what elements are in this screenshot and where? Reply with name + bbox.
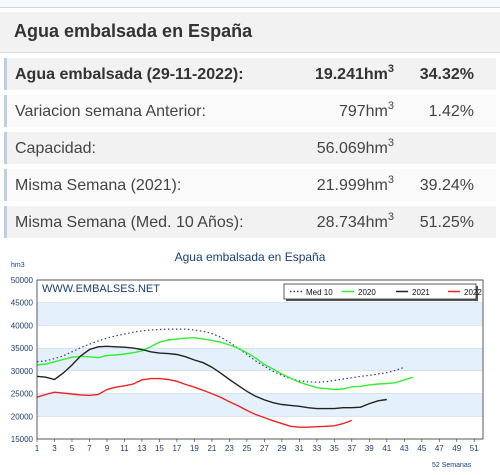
stat-row-capacity: Capacidad: 56.069hm3 xyxy=(4,132,496,164)
x-tick-label: 29 xyxy=(277,444,286,453)
stat-label: Capacidad: xyxy=(15,140,96,157)
series-line-2022 xyxy=(36,377,353,428)
x-tick-label: 37 xyxy=(347,444,356,453)
y-tick-label: 30000 xyxy=(11,367,34,376)
x-tick-label: 27 xyxy=(260,444,269,453)
x-tick-label: 41 xyxy=(382,444,391,453)
x-tick-label: 35 xyxy=(330,444,339,453)
stat-value: 19.241hm3 xyxy=(314,63,394,84)
grid-band xyxy=(37,348,483,371)
series-line-2020 xyxy=(36,336,414,391)
stats-table: Agua embalsada (29-11-2022): 19.241hm3 3… xyxy=(4,58,496,243)
stat-value: 21.999hm3 xyxy=(316,174,394,195)
grid-band xyxy=(37,370,483,394)
y-tick-label: 15000 xyxy=(11,435,34,444)
stat-label: Agua embalsada (29-11-2022): xyxy=(15,66,244,83)
x-tick-label: 51 xyxy=(470,444,479,453)
stat-percent: 39.24% xyxy=(419,177,474,194)
legend-box xyxy=(283,283,477,300)
x-tick-label: 21 xyxy=(207,444,216,453)
plot-area: 15000 20000 25000 30000 35000 40000 45000 50000… xyxy=(11,276,484,453)
reservoir-chart: Agua embalsada en España hm3 15000 20000 2… xyxy=(0,246,500,470)
y-tick-label: 40000 xyxy=(11,321,34,330)
x-tick-label: 33 xyxy=(312,444,321,453)
stat-row-current: Agua embalsada (29-11-2022): 19.241hm3 3… xyxy=(4,58,496,90)
x-tick-label: 19 xyxy=(190,444,199,453)
chart-svg: Agua embalsada en España hm3 15000 20000 2… xyxy=(11,250,484,469)
series-line-2021 xyxy=(36,345,387,410)
x-tick-label: 25 xyxy=(242,444,251,453)
stat-percent: 1.42% xyxy=(428,103,474,120)
legend-label: 2022 xyxy=(464,288,482,297)
x-tick-label: 5 xyxy=(70,444,75,453)
x-tick-label: 15 xyxy=(155,444,164,453)
stat-row-same-week-10y-avg: Misma Semana (Med. 10 Años): 28.734hm3 5… xyxy=(4,206,496,238)
x-axis-label: 52 Semanas xyxy=(432,462,472,469)
stat-label: Variacion semana Anterior: xyxy=(15,103,206,120)
stat-row-weekly-change: Variacion semana Anterior: 797hm3 1.42% xyxy=(4,95,496,127)
x-tick-label: 9 xyxy=(105,444,110,453)
y-tick-label: 45000 xyxy=(11,299,34,308)
x-tick-label: 39 xyxy=(365,444,374,453)
x-tick-label: 13 xyxy=(137,444,146,453)
plot-frame xyxy=(36,279,484,440)
x-tick-label: 45 xyxy=(417,444,426,453)
grid-band xyxy=(37,325,483,349)
x-tick-label: 17 xyxy=(172,444,181,453)
series-line-med-10 xyxy=(36,328,405,383)
x-tick-label: 47 xyxy=(435,444,444,453)
x-tick-label: 1 xyxy=(35,444,40,453)
stat-value: 28.734hm3 xyxy=(316,211,394,232)
stat-percent: 34.32% xyxy=(419,66,474,83)
stat-percent: 51.25% xyxy=(419,214,474,231)
x-tick-label: 3 xyxy=(52,444,57,453)
x-tick-label: 31 xyxy=(295,444,304,453)
x-tick-label: 43 xyxy=(400,444,409,453)
x-tick-label: 49 xyxy=(452,444,461,453)
y-tick-label: 25000 xyxy=(11,390,34,399)
x-tick-label: 7 xyxy=(87,444,92,453)
y-tick-label: 50000 xyxy=(11,276,34,285)
y-axis-unit: hm3 xyxy=(11,262,25,269)
chart-title: Agua embalsada en España xyxy=(175,250,326,264)
section-header: Agua embalsada en España xyxy=(0,12,500,53)
stat-row-same-week-2021: Misma Semana (2021): 21.999hm3 39.24% xyxy=(4,169,496,201)
stat-label: Misma Semana (Med. 10 Años): xyxy=(15,214,244,231)
stat-label: Misma Semana (2021): xyxy=(15,177,182,194)
legend-label: Med 10 xyxy=(306,288,333,297)
watermark: WWW.EMBALSES.NET xyxy=(42,283,160,295)
y-tick-label: 35000 xyxy=(11,344,34,353)
top-strip xyxy=(0,0,500,9)
y-tick-label: 20000 xyxy=(11,412,34,421)
grid-band xyxy=(37,302,483,326)
x-tick-label: 23 xyxy=(225,444,234,453)
grid-band xyxy=(37,416,483,439)
top-strip-edge xyxy=(0,0,500,8)
grid-band xyxy=(37,393,483,417)
legend-label: 2020 xyxy=(358,288,376,297)
section-title: Agua embalsada en España xyxy=(14,21,253,41)
stat-value: 797hm3 xyxy=(338,100,394,121)
stat-value: 56.069hm3 xyxy=(316,137,394,158)
x-tick-label: 11 xyxy=(120,444,129,453)
legend-label: 2021 xyxy=(412,288,430,297)
